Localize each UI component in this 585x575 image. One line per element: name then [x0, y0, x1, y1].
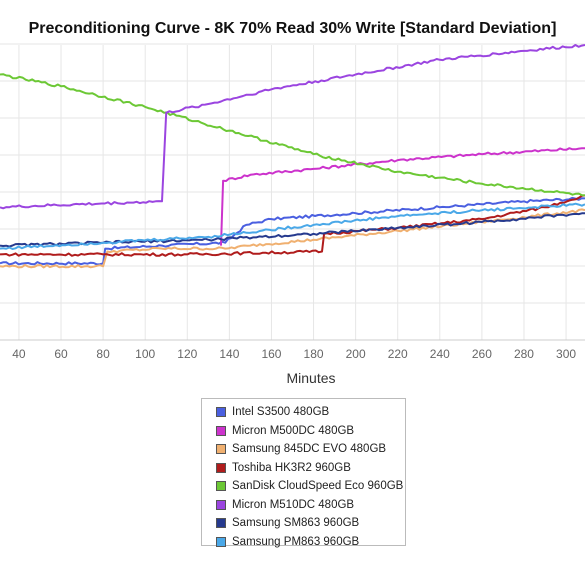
legend-swatch — [216, 536, 226, 547]
series-line-6 — [0, 212, 585, 248]
tick-layer: 40 60 80 100 120 140 160 180 200 220 240 260 280 300 — [12, 347, 576, 361]
series-line-3 — [0, 194, 585, 257]
legend-label: Micron M500DC 480GB — [232, 424, 355, 437]
legend-label: Samsung SM863 960GB — [232, 517, 360, 530]
x-tick-label: 220 — [388, 347, 408, 361]
x-tick-label: 180 — [304, 347, 324, 361]
legend-item[interactable]: Micron M500DC 480GB — [216, 422, 405, 441]
legend-label: Intel S3500 480GB — [232, 406, 330, 419]
x-tick-label: 240 — [430, 347, 450, 361]
x-tick-label: 100 — [135, 347, 155, 361]
series-line-7 — [0, 202, 585, 250]
legend-item[interactable]: Intel S3500 480GB — [216, 403, 405, 422]
x-tick-label: 60 — [54, 347, 68, 361]
legend-item[interactable]: Toshiba HK3R2 960GB — [216, 459, 405, 478]
legend-swatch — [216, 444, 226, 455]
x-tick-label: 280 — [514, 347, 534, 361]
legend-label: Toshiba HK3R2 960GB — [232, 461, 351, 474]
legend-item[interactable]: Samsung PM863 960GB — [216, 533, 405, 552]
x-tick-label: 120 — [177, 347, 197, 361]
x-tick-label: 140 — [219, 347, 239, 361]
x-tick-label: 160 — [261, 347, 281, 361]
x-tick-label: 260 — [472, 347, 492, 361]
legend-label: Samsung PM863 960GB — [232, 535, 360, 548]
x-tick-label: 80 — [96, 347, 110, 361]
x-tick-label: 40 — [12, 347, 26, 361]
x-tick-label: 300 — [556, 347, 576, 361]
legend-swatch — [216, 407, 226, 418]
series-layer — [0, 44, 585, 269]
series-line-4 — [0, 73, 585, 197]
x-tick-label: 200 — [346, 347, 366, 361]
x-axis-title: Minutes — [286, 370, 335, 386]
series-line-2 — [0, 208, 585, 269]
legend-item[interactable]: Micron M510DC 480GB — [216, 496, 405, 515]
grid-layer — [0, 43, 585, 341]
legend-item[interactable]: SanDisk CloudSpeed Eco 960GB — [216, 477, 405, 496]
legend-swatch — [216, 462, 226, 473]
legend-swatch — [216, 425, 226, 436]
legend-label: SanDisk CloudSpeed Eco 960GB — [232, 480, 404, 493]
legend-swatch — [216, 499, 226, 510]
legend-label: Samsung 845DC EVO 480GB — [232, 443, 387, 456]
legend-swatch — [216, 481, 226, 492]
legend-item[interactable]: Samsung 845DC EVO 480GB — [216, 440, 405, 459]
legend-swatch — [216, 518, 226, 529]
series-line-1 — [220, 147, 585, 246]
legend-item[interactable]: Samsung SM863 960GB — [216, 514, 405, 533]
series-line-5 — [0, 44, 585, 210]
chart-title: Preconditioning Curve - 8K 70% Read 30% … — [28, 20, 557, 37]
legend: Intel S3500 480GB Micron M500DC 480GB Sams… — [201, 398, 406, 548]
series-line-0 — [0, 196, 585, 266]
legend-label: Micron M510DC 480GB — [232, 498, 355, 511]
